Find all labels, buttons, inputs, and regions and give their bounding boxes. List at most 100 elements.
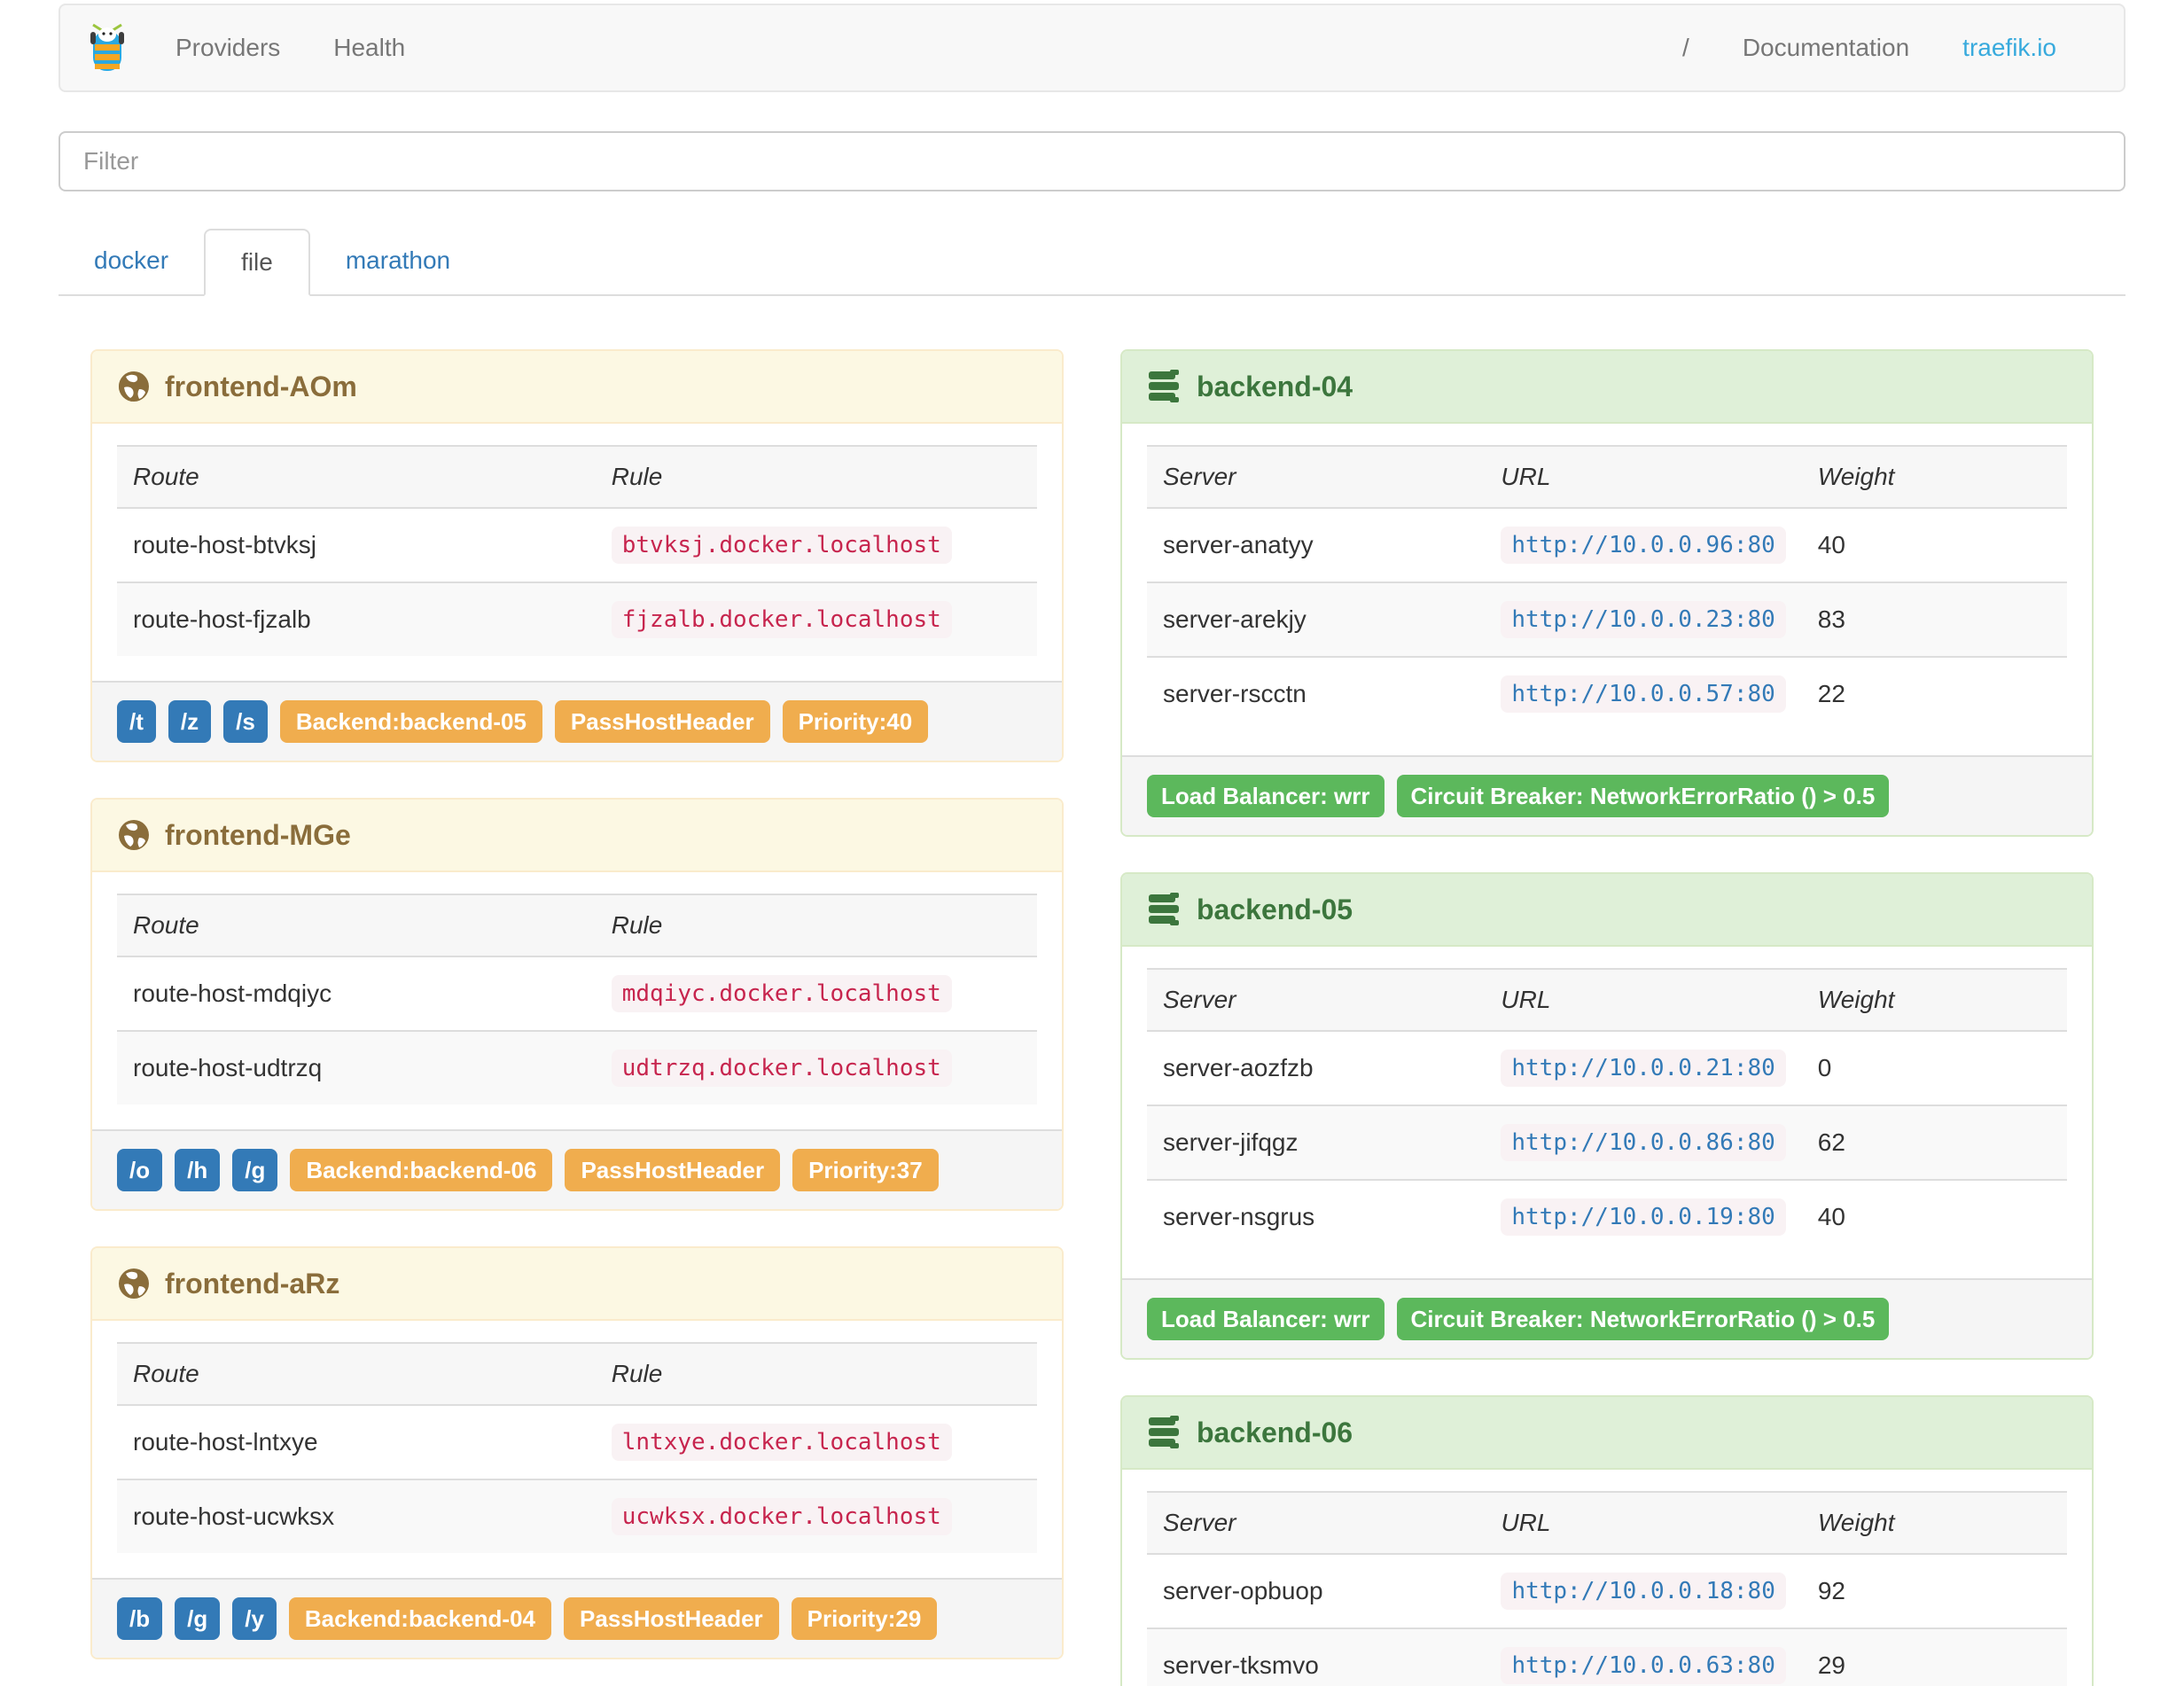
entrypoint-badge: /g — [175, 1597, 221, 1640]
column-header-weight: Weight — [1801, 968, 2067, 1032]
frontend-card-footer: /o /h /g Backend:backend-06 PassHostHead… — [92, 1129, 1062, 1209]
load-balancer-badge: Load Balancer: wrr — [1147, 775, 1384, 817]
column-header-weight: Weight — [1801, 1491, 2067, 1555]
backend-card: backend-06 Server URL Weight — [1120, 1395, 2094, 1686]
backend-ref-badge: Backend:backend-05 — [279, 700, 542, 743]
servers-table: Server URL Weight server-aozfzb http://1… — [1147, 968, 2067, 1253]
column-header-route: Route — [117, 894, 596, 957]
server-weight: 40 — [1817, 531, 1845, 558]
frontend-card-header: frontend-AOm — [92, 351, 1062, 424]
rule-value: mdqiyc.docker.localhost — [611, 975, 952, 1012]
server-weight: 83 — [1801, 582, 2067, 657]
priority-badge: Priority:40 — [782, 700, 929, 743]
entrypoint-badge: /s — [223, 700, 268, 743]
rule-value: udtrzq.docker.localhost — [611, 1050, 952, 1087]
server-url-link[interactable]: http://10.0.0.18:80 — [1501, 1573, 1786, 1610]
load-balancer-badge: Load Balancer: wrr — [1147, 1298, 1384, 1340]
circuit-breaker-badge: Circuit Breaker: NetworkErrorRatio () > … — [1396, 1298, 1890, 1340]
backend-ref-badge: Backend:backend-06 — [290, 1149, 553, 1191]
route-name: route-host-ucwksx — [117, 1479, 596, 1553]
cards-grid: frontend-AOm Route Rule route-host-btvk — [58, 349, 2126, 1686]
rule-value: lntxye.docker.localhost — [611, 1424, 952, 1461]
navbar-right: / Documentation traefik.io — [1656, 34, 2124, 62]
server-url-link[interactable]: http://10.0.0.63:80 — [1501, 1647, 1786, 1684]
priority-badge: Priority:37 — [792, 1149, 939, 1191]
column-header-route: Route — [117, 1342, 596, 1406]
server-url-link[interactable]: http://10.0.0.86:80 — [1501, 1124, 1786, 1161]
route-name: route-host-mdqiyc — [133, 980, 332, 1007]
navbar: Providers Health / Documentation traefik… — [58, 4, 2126, 92]
nav-slash[interactable]: / — [1682, 34, 1689, 61]
entrypoint-badge: /b — [117, 1597, 163, 1640]
frontend-card: frontend-aRz Route Rule route-host-lntx — [90, 1246, 1064, 1659]
server-weight: 22 — [1801, 656, 2067, 730]
frontend-title: frontend-MGe — [165, 818, 351, 851]
server-url-link[interactable]: http://10.0.0.21:80 — [1501, 1050, 1786, 1087]
server-name: server-opbuop — [1163, 1577, 1323, 1604]
backend-title: backend-06 — [1197, 1416, 1353, 1448]
provider-tabs: docker file marathon — [58, 229, 2126, 296]
entrypoint-badge: /y — [232, 1597, 277, 1640]
column-header-server: Server — [1147, 445, 1486, 509]
column-header-rule: Rule — [595, 894, 1037, 957]
frontend-title: frontend-AOm — [165, 370, 357, 402]
table-row: route-host-udtrzq udtrzq.docker.localhos… — [117, 1030, 1037, 1104]
nav-traefik-io[interactable]: traefik.io — [1962, 34, 2056, 61]
server-name: server-nsgrus — [1147, 1179, 1486, 1253]
server-name: server-tksmvo — [1147, 1627, 1486, 1686]
table-row: server-arekjy http://10.0.0.23:80 83 — [1147, 582, 2067, 657]
server-url-link[interactable]: http://10.0.0.19:80 — [1501, 1198, 1786, 1236]
passhostheader-badge: PassHostHeader — [564, 1597, 779, 1640]
server-weight: 92 — [1817, 1577, 1846, 1604]
entrypoint-badge: /g — [232, 1149, 278, 1191]
backend-title: backend-04 — [1197, 370, 1353, 402]
server-name: server-rscctn — [1147, 656, 1486, 730]
tab-file[interactable]: file — [204, 229, 310, 296]
table-row: server-opbuop http://10.0.0.18:80 92 — [1147, 1554, 2067, 1628]
nav-providers[interactable]: Providers — [176, 34, 281, 61]
server-url-link[interactable]: http://10.0.0.96:80 — [1501, 527, 1786, 564]
server-weight: 62 — [1801, 1104, 2067, 1180]
server-url-link[interactable]: http://10.0.0.23:80 — [1501, 601, 1786, 638]
routes-table: Route Rule route-host-btvksj btvksj.dock… — [117, 445, 1037, 656]
route-name: route-host-udtrzq — [117, 1030, 596, 1104]
backend-card-body: Server URL Weight server-anatyy http://1… — [1122, 424, 2092, 755]
tab-marathon[interactable]: marathon — [345, 246, 451, 274]
routes-table: Route Rule route-host-lntxye lntxye.dock… — [117, 1342, 1037, 1553]
backend-card: backend-05 Server URL Weight — [1120, 872, 2094, 1360]
table-row: server-tksmvo http://10.0.0.63:80 29 — [1147, 1627, 2067, 1686]
frontends-column: frontend-AOm Route Rule route-host-btvk — [90, 349, 1064, 1686]
servers-table: Server URL Weight server-opbuop http://1… — [1147, 1491, 2067, 1686]
entrypoint-badge: /t — [117, 700, 156, 743]
frontend-card-body: Route Rule route-host-btvksj btvksj.dock… — [92, 424, 1062, 681]
frontend-card-body: Route Rule route-host-lntxye lntxye.dock… — [92, 1321, 1062, 1578]
filter-input[interactable] — [58, 131, 2126, 191]
table-row: server-rscctn http://10.0.0.57:80 22 — [1147, 656, 2067, 730]
server-name: server-arekjy — [1147, 582, 1486, 657]
column-header-rule: Rule — [595, 1342, 1037, 1406]
traefik-logo[interactable] — [60, 5, 149, 90]
table-row: server-jifqgz http://10.0.0.86:80 62 — [1147, 1104, 2067, 1180]
column-header-url: URL — [1485, 1491, 1802, 1555]
entrypoint-badge: /h — [175, 1149, 221, 1191]
nav-health[interactable]: Health — [333, 34, 406, 61]
column-header-route: Route — [117, 445, 596, 509]
table-row: server-anatyy http://10.0.0.96:80 40 — [1147, 508, 2067, 582]
backend-card-body: Server URL Weight server-opbuop http://1… — [1122, 1470, 2092, 1686]
nav-documentation[interactable]: Documentation — [1742, 34, 1910, 61]
frontend-card-body: Route Rule route-host-mdqiyc mdqiyc.dock… — [92, 872, 1062, 1129]
tab-docker[interactable]: docker — [94, 246, 169, 274]
route-name: route-host-lntxye — [133, 1428, 318, 1456]
server-url-link[interactable]: http://10.0.0.57:80 — [1501, 675, 1786, 713]
route-name: route-host-fjzalb — [117, 582, 596, 656]
server-name: server-anatyy — [1163, 531, 1314, 558]
route-name: route-host-btvksj — [133, 531, 316, 558]
frontend-card-footer: /t /z /s Backend:backend-05 PassHostHead… — [92, 681, 1062, 761]
frontend-card-header: frontend-aRz — [92, 1248, 1062, 1321]
table-row: route-host-ucwksx ucwksx.docker.localhos… — [117, 1479, 1037, 1553]
backend-card: backend-04 Server URL Weight — [1120, 349, 2094, 837]
server-icon — [1147, 893, 1182, 926]
server-weight: 40 — [1801, 1179, 2067, 1253]
backend-ref-badge: Backend:backend-04 — [288, 1597, 552, 1640]
